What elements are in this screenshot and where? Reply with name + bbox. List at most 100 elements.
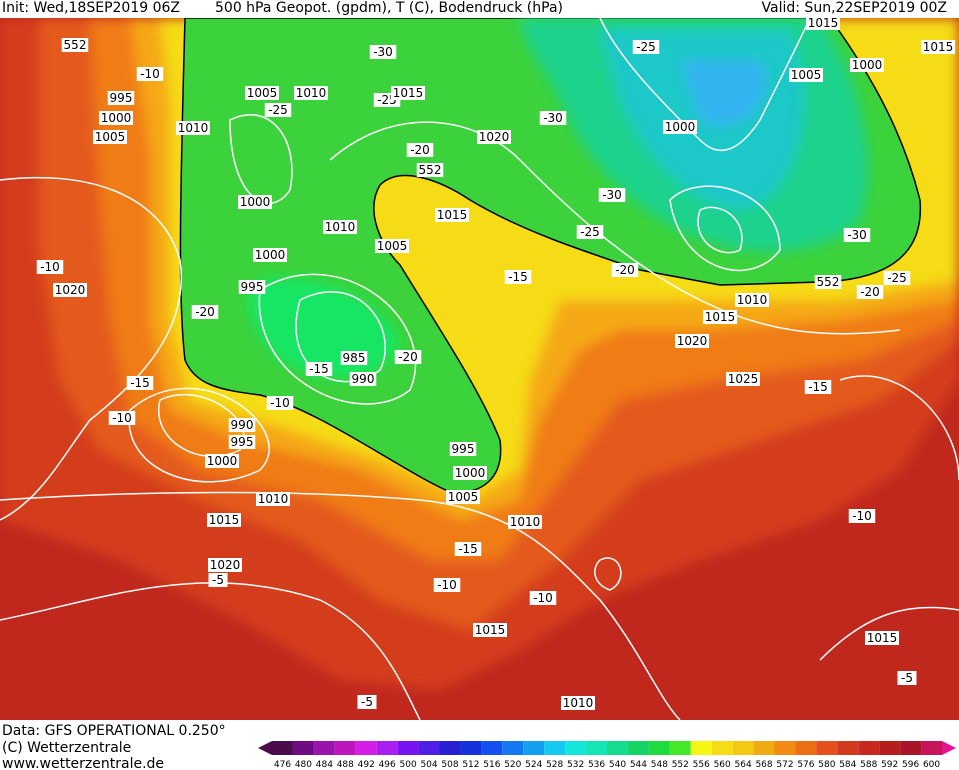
isobar-label: -15 (808, 380, 828, 394)
isobar-label: 1000 (852, 58, 883, 72)
colorbar-swatch (376, 741, 398, 755)
colorbar-swatch (711, 741, 733, 755)
label-box (433, 578, 461, 592)
label-box (207, 513, 241, 527)
label-box (449, 442, 477, 456)
footer-line: Data: GFS OPERATIONAL 0.250° (2, 723, 226, 739)
isobar-label: -15 (130, 376, 150, 390)
colorbar-swatch (460, 741, 482, 755)
label-box (576, 225, 604, 239)
colorbar-label: 576 (797, 760, 814, 770)
colorbar-label: 584 (839, 760, 856, 770)
colorbar-label: 496 (379, 760, 396, 770)
colorbar-label: 524 (525, 760, 542, 770)
isobar-label: 1005 (377, 239, 408, 253)
isobar-label: 995 (110, 91, 133, 105)
label-box (323, 220, 357, 234)
label-box (804, 380, 832, 394)
label-box (504, 270, 532, 284)
label-box (735, 293, 769, 307)
colorbar-label: 540 (609, 760, 626, 770)
colorbar-swatch (753, 741, 775, 755)
isobar-label: 552 (64, 38, 87, 52)
label-box (294, 86, 328, 100)
valid-time: Valid: Sun,22SEP2019 00Z (762, 0, 947, 16)
colorbar-label: 484 (316, 760, 333, 770)
label-box (340, 351, 368, 365)
isobar-label: 985 (343, 351, 366, 365)
colorbar-label: 492 (358, 760, 375, 770)
label-box (703, 310, 737, 324)
isobar-label: 1005 (448, 490, 479, 504)
isobar-label: 1020 (210, 558, 241, 572)
isobar-label: 1025 (728, 372, 759, 386)
label-box (99, 111, 133, 125)
label-box (789, 68, 823, 82)
colorbar-label: 520 (504, 760, 521, 770)
label-box (814, 275, 842, 289)
label-box (473, 623, 507, 637)
label-box (228, 435, 256, 449)
label-box (357, 695, 377, 709)
label-box (675, 334, 709, 348)
colorbar-label: 504 (420, 760, 437, 770)
colorbar-swatch (690, 741, 712, 755)
label-box (108, 411, 136, 425)
isobar-label: -20 (195, 305, 215, 319)
isobar-label: -10 (140, 67, 160, 81)
colorbar-label: 488 (337, 760, 354, 770)
label-box (208, 558, 242, 572)
label-box (726, 372, 760, 386)
colorbar-swatch (481, 741, 503, 755)
label-box (598, 188, 626, 202)
isobar-label: 995 (452, 442, 475, 456)
label-box (375, 239, 409, 253)
colorbar-swatch (334, 741, 356, 755)
label-box (238, 195, 272, 209)
label-box (136, 67, 164, 81)
label-box (529, 591, 557, 605)
isobar-label: 1015 (867, 631, 898, 645)
colorbar-swatch (816, 741, 838, 755)
label-box (883, 271, 911, 285)
isobar-label: 1010 (296, 86, 327, 100)
isobar-label: 1000 (255, 248, 286, 262)
isobar-label: -10 (40, 260, 60, 274)
isobar-label: 1015 (705, 310, 736, 324)
isobar-label: -15 (309, 362, 329, 376)
map-field: 552 -10 995 1000 1005 1010 1005 1010 -25 -30 -25 10… (0, 18, 959, 720)
isobar-label: 1000 (665, 120, 696, 134)
colorbar-label: 512 (462, 760, 479, 770)
label-box (238, 280, 266, 294)
isobar-label: 1015 (923, 40, 954, 54)
footer-line: www.wetterzentrale.de (2, 756, 164, 770)
colorbar-label: 568 (755, 760, 772, 770)
isobar-label: 1020 (55, 283, 86, 297)
isobar-label: 1020 (677, 334, 708, 348)
label-box (848, 509, 876, 523)
colorbar-swatch (900, 741, 922, 755)
isobar-label: -30 (602, 188, 622, 202)
colorbar-label: 532 (567, 760, 584, 770)
isobar-label: -15 (458, 542, 478, 556)
colorbar-swatch (397, 741, 419, 755)
label-box (256, 492, 290, 506)
colorbar-label: 508 (441, 760, 458, 770)
isobar-label: -10 (852, 509, 872, 523)
isobar-label: -20 (860, 285, 880, 299)
isobar-label: -20 (410, 143, 430, 157)
label-box (806, 18, 840, 30)
label-box (446, 490, 480, 504)
isobar-label: -20 (615, 263, 635, 277)
isobar-label: 1010 (258, 492, 289, 506)
label-box (369, 45, 397, 59)
colorbar-swatch (502, 741, 524, 755)
isobar-label: 1000 (207, 454, 238, 468)
isobar-label: -15 (508, 270, 528, 284)
colorbar-label: 556 (693, 760, 710, 770)
colorbar-swatch (355, 741, 377, 755)
isobar-label: -10 (112, 411, 132, 425)
map-labels: 552 -10 995 1000 1005 1010 1005 1010 -25 -30 -25 10… (36, 18, 955, 710)
label-box (266, 396, 294, 410)
